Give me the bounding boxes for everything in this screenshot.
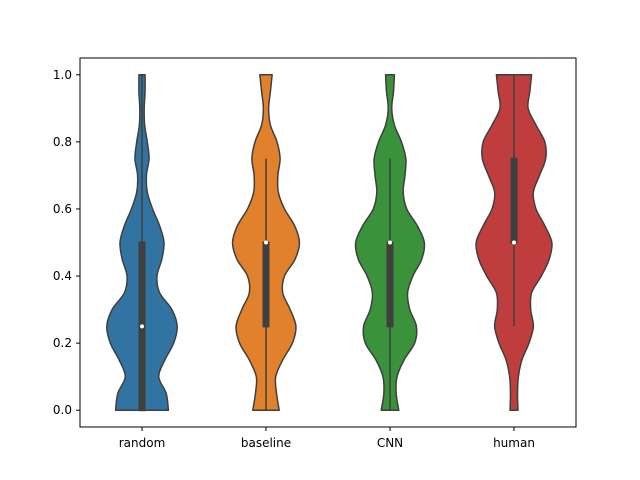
x-axis: random baseline CNN human	[119, 427, 535, 450]
y-tick-label: 0.6	[53, 202, 72, 216]
median-dot-human	[512, 240, 516, 245]
violin-human	[475, 74, 553, 411]
y-tick-label: 1.0	[53, 68, 72, 82]
x-tick-label-baseline: baseline	[241, 436, 291, 450]
x-tick-label-CNN: CNN	[377, 436, 403, 450]
violins-layer	[106, 74, 553, 412]
median-dot-baseline	[264, 240, 268, 245]
violin-baseline	[231, 74, 301, 411]
y-tick-label: 0.2	[53, 336, 72, 350]
iqr-box-CNN	[386, 241, 394, 328]
median-dot-random	[140, 324, 144, 329]
iqr-box-baseline	[262, 241, 270, 328]
y-tick-label: 0.8	[53, 135, 72, 149]
y-tick-label: 0.0	[53, 403, 72, 417]
x-tick-label-human: human	[493, 436, 535, 450]
violin-random	[106, 74, 178, 412]
x-tick-label-random: random	[119, 436, 166, 450]
y-tick-label: 0.4	[53, 269, 72, 283]
violin-CNN	[354, 74, 426, 411]
y-axis: 0.0 0.2 0.4 0.6 0.8 1.0	[53, 68, 80, 417]
iqr-box-human	[510, 157, 518, 244]
median-dot-CNN	[388, 240, 392, 245]
plot-frame	[79, 57, 577, 428]
